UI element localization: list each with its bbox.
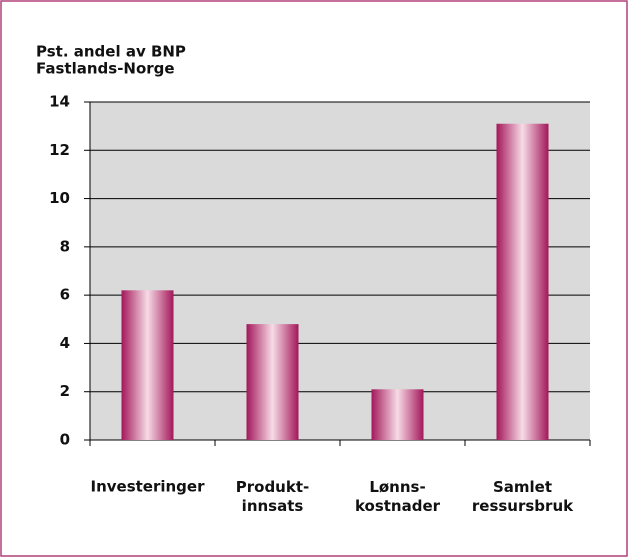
x-tick-label: Produkt-innsats	[236, 478, 309, 515]
y-tick-label: 0	[60, 431, 70, 449]
bar	[496, 123, 549, 440]
bar	[246, 324, 299, 440]
y-axis-label: Pst. andel av BNP	[36, 43, 186, 61]
x-tick-label: Lønns-kostnader	[355, 478, 441, 515]
y-axis-label: Fastlands-Norge	[36, 60, 175, 78]
y-tick-label: 4	[60, 334, 70, 352]
y-tick-label: 14	[49, 93, 70, 111]
x-tick-label: Samlet ressursbruk	[472, 478, 574, 515]
y-tick-label: 6	[60, 286, 70, 304]
y-tick-label: 10	[49, 189, 70, 207]
x-tick-label: Investeringer	[90, 478, 205, 496]
bar	[371, 389, 424, 440]
y-tick-label: 2	[60, 382, 70, 400]
bar	[121, 290, 174, 440]
y-tick-label: 8	[60, 237, 70, 255]
y-tick-label: 12	[49, 141, 70, 159]
